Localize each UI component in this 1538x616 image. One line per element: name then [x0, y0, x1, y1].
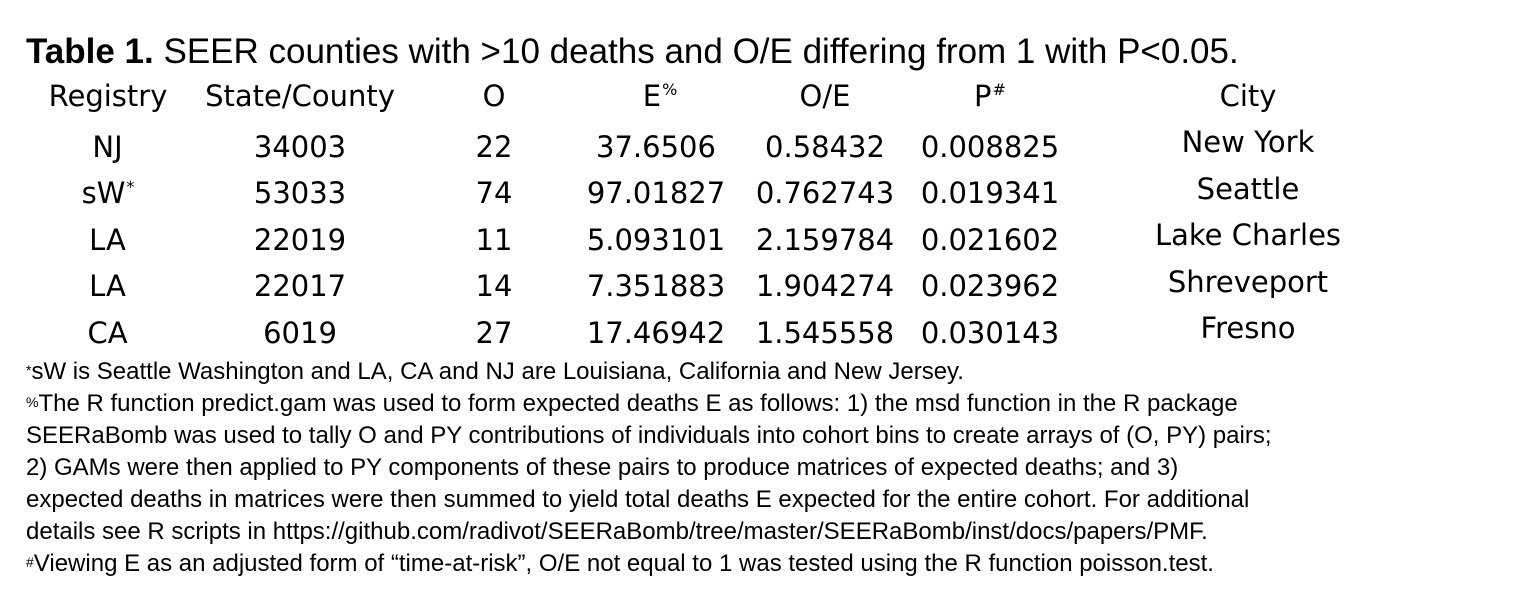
- cell-registry: LA: [89, 268, 127, 304]
- table-title: Table 1. SEER counties with >10 deaths a…: [26, 30, 1239, 74]
- footnote-hash-mark: #: [26, 554, 34, 570]
- footnote-percent-continued: SEERaBomb was used to tally O and PY con…: [26, 422, 1272, 449]
- header-e-text: E: [642, 79, 662, 113]
- cell-p: 0.019341: [920, 176, 1060, 210]
- header-p: P#: [974, 78, 1006, 114]
- cell-o: 22: [475, 130, 513, 164]
- footnote-star-text: sW is Seattle Washington and LA, CA and …: [31, 358, 964, 385]
- cell-e: 37.6506: [596, 130, 716, 164]
- cell-city: Lake Charles: [1154, 218, 1342, 252]
- cell-p: 0.023962: [920, 269, 1060, 303]
- cell-city: New York: [1181, 125, 1315, 159]
- cell-city: Fresno: [1200, 311, 1296, 345]
- cell-city: Seattle: [1196, 172, 1300, 206]
- footnotes: *sW is Seattle Washington and LA, CA and…: [26, 356, 1516, 580]
- registry-footnote-mark: *: [126, 177, 135, 196]
- header-oe: O/E: [799, 79, 851, 113]
- cell-registry: sW*: [82, 175, 135, 211]
- cell-o: 11: [475, 223, 513, 257]
- registry-code: sW: [81, 176, 126, 210]
- footnote-hash: #Viewing E as an adjusted form of “time-…: [26, 548, 1516, 580]
- cell-o: 27: [475, 316, 513, 350]
- footnote-percent-continued: expected deaths in matrices were then su…: [26, 486, 1250, 513]
- cell-oe: 1.545558: [755, 316, 895, 350]
- footnote-percent-line: The R function predict.gam was used to f…: [38, 390, 1238, 417]
- cell-e: 17.46942: [586, 316, 726, 350]
- cell-e: 5.093101: [586, 223, 726, 257]
- table-caption: SEER counties with >10 deaths and O/E di…: [163, 32, 1239, 71]
- header-e-footnote-mark: %: [662, 80, 678, 99]
- cell-state-county: 34003: [253, 130, 347, 164]
- cell-registry: LA: [89, 222, 127, 258]
- registry-code: CA: [87, 316, 128, 350]
- table-label: Table 1.: [26, 32, 154, 71]
- footnote-percent-continued: 2) GAMs were then applied to PY componen…: [26, 454, 1179, 481]
- header-o: O: [482, 79, 506, 113]
- cell-city: Shreveport: [1167, 265, 1329, 299]
- cell-o: 74: [475, 176, 513, 210]
- cell-o: 14: [475, 269, 513, 303]
- cell-e: 97.01827: [586, 176, 726, 210]
- footnote-percent: %The R function predict.gam was used to …: [26, 388, 1516, 420]
- footnote-percent-continued: details see R scripts in https://github.…: [26, 518, 1208, 545]
- header-p-text: P: [974, 79, 992, 113]
- registry-code: LA: [89, 269, 126, 303]
- registry-code: LA: [89, 223, 126, 257]
- cell-p: 0.030143: [920, 316, 1060, 350]
- cell-oe: 2.159784: [755, 223, 895, 257]
- header-p-footnote-mark: #: [992, 80, 1006, 99]
- cell-oe: 0.762743: [755, 176, 895, 210]
- header-registry: Registry: [48, 79, 168, 113]
- cell-registry: NJ: [92, 129, 123, 165]
- cell-registry: CA: [87, 315, 128, 351]
- registry-code: NJ: [92, 130, 123, 164]
- cell-oe: 1.904274: [755, 269, 895, 303]
- cell-state-county: 6019: [263, 316, 337, 350]
- footnote-percent-mark: %: [26, 394, 39, 410]
- cell-state-county: 22019: [253, 223, 347, 257]
- cell-oe: 0.58432: [765, 130, 885, 164]
- cell-state-county: 22017: [253, 269, 347, 303]
- header-state-county: State/County: [205, 79, 395, 113]
- cell-p: 0.008825: [920, 130, 1060, 164]
- footnote-star-mark: *: [26, 362, 32, 378]
- footnote-hash-text: Viewing E as an adjusted form of “time-a…: [33, 550, 1214, 577]
- header-city: City: [1219, 79, 1277, 113]
- cell-p: 0.021602: [920, 223, 1060, 257]
- footnote-star: *sW is Seattle Washington and LA, CA and…: [26, 356, 1516, 388]
- cell-e: 7.351883: [586, 269, 726, 303]
- cell-state-county: 53033: [253, 176, 347, 210]
- header-e: E%: [643, 78, 678, 114]
